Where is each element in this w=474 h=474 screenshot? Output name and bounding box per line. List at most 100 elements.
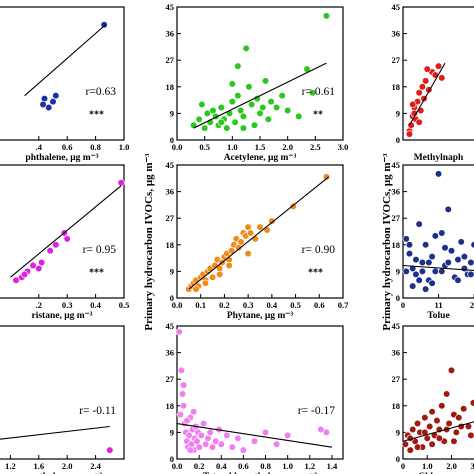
data-point [460, 405, 468, 413]
data-point [201, 124, 209, 132]
y-tick-label: 9 [170, 266, 174, 276]
data-point [35, 264, 43, 273]
data-point [433, 416, 441, 425]
data-point [46, 247, 54, 255]
x-tick-label: 0.0 [172, 300, 183, 310]
y-tick-label: 18 [166, 401, 175, 411]
data-point [409, 425, 417, 434]
data-point [223, 431, 231, 439]
data-point [438, 267, 446, 276]
x-axis-label: Acetylene, μg m⁻³ [224, 153, 297, 163]
data-point [268, 217, 276, 225]
data-point [237, 106, 245, 115]
panel-4: .2 0.3 0.4 0.5 ristane, μg m⁻³ r= 0.95 *** [0, 164, 129, 321]
x-axis-label: Tolue [427, 311, 449, 321]
data-point [401, 440, 410, 448]
x-tick-label: 3.0 [470, 461, 474, 471]
data-point [12, 276, 20, 284]
r-value: r=0.63 [86, 86, 117, 98]
x-tick-label: 2.0 [282, 142, 293, 152]
data-point [445, 419, 453, 428]
data-point [244, 250, 252, 258]
data-point [322, 428, 331, 437]
x-tick-label: 1.5 [255, 142, 266, 152]
x-tick-label: 0.8 [90, 142, 101, 152]
data-point [415, 276, 423, 284]
data-point [248, 100, 256, 109]
data-point [421, 414, 429, 422]
data-point [225, 261, 233, 270]
x-tick-label: 22 [470, 300, 474, 310]
data-point [273, 440, 281, 448]
y-tick-label: 36 [392, 187, 401, 197]
data-point [413, 419, 422, 428]
data-point [203, 109, 212, 117]
data-point [228, 443, 236, 451]
data-point [415, 118, 423, 126]
data-point [250, 437, 259, 445]
data-point [405, 250, 414, 258]
data-point [422, 77, 430, 85]
x-axis-label: Phytane, μg m⁻³ [227, 311, 293, 321]
data-point [38, 258, 46, 267]
data-point [39, 100, 47, 109]
data-point [223, 124, 231, 132]
regression-line [408, 62, 446, 126]
y-tick-label: 45 [166, 160, 175, 170]
x-tick-label: 0.5 [199, 142, 210, 152]
data-point [183, 416, 191, 425]
y-tick-label: 18 [166, 82, 175, 92]
x-tick-label: 1.6 [33, 461, 44, 471]
x-axis-label: Tetrachloroethylene, μg m⁻³ [203, 472, 317, 474]
y-tick-label: 9 [396, 108, 400, 118]
x-tick-label: .4 [36, 142, 43, 152]
data-point [29, 261, 37, 270]
data-point [201, 279, 210, 287]
x-tick-label: 0.6 [62, 142, 73, 152]
data-point [415, 220, 423, 228]
data-point [412, 255, 420, 264]
x-tick-label: 1.4 [327, 461, 338, 471]
data-point [454, 255, 462, 264]
data-point [106, 446, 114, 454]
data-point [259, 103, 267, 112]
regression-line [402, 421, 474, 442]
y-tick-label: 36 [392, 348, 401, 358]
data-point [426, 422, 434, 431]
data-point [63, 235, 71, 243]
y-tick-label: 45 [166, 2, 175, 12]
data-point [431, 232, 439, 240]
y-tick-label: 9 [170, 108, 174, 118]
data-point [212, 437, 220, 445]
x-tick-label: .2 [36, 300, 42, 310]
x-tick-label: 0.1 [195, 300, 206, 310]
data-point [234, 434, 242, 442]
y-tick-label: 18 [392, 240, 401, 250]
data-point [40, 95, 49, 103]
x-tick-label: 0.3 [243, 300, 254, 310]
data-point [206, 428, 214, 437]
data-point [460, 253, 469, 261]
data-point [423, 434, 431, 442]
y-tick-label: 0 [170, 135, 174, 145]
data-point [217, 440, 225, 448]
data-point [175, 328, 183, 336]
data-point [180, 402, 188, 410]
x-tick-label: 1.0 [227, 142, 238, 152]
x-axis-label: Methylnaph [414, 153, 464, 163]
y-tick-label: 18 [166, 240, 175, 250]
data-point [457, 238, 465, 246]
x-tick-label: 0 [401, 461, 405, 471]
r-value: r= 0.95 [83, 244, 117, 256]
data-point [185, 431, 193, 439]
x-axis-label: oroethylene, μg m⁻³ [22, 472, 103, 474]
plot-frame [0, 325, 125, 460]
data-point [444, 258, 452, 267]
panel-8: 0.0 0.2 0.4 0.6 0.8 1.0 1.2 1.4 0 9 18 27 36 45 Tetrac… [166, 321, 344, 474]
x-tick-label: 2.5 [310, 142, 321, 152]
data-point [415, 89, 423, 97]
x-tick-label: 1.0 [119, 142, 130, 152]
y-tick-label: 0 [170, 454, 174, 464]
data-point [422, 285, 430, 293]
data-point [239, 446, 247, 454]
